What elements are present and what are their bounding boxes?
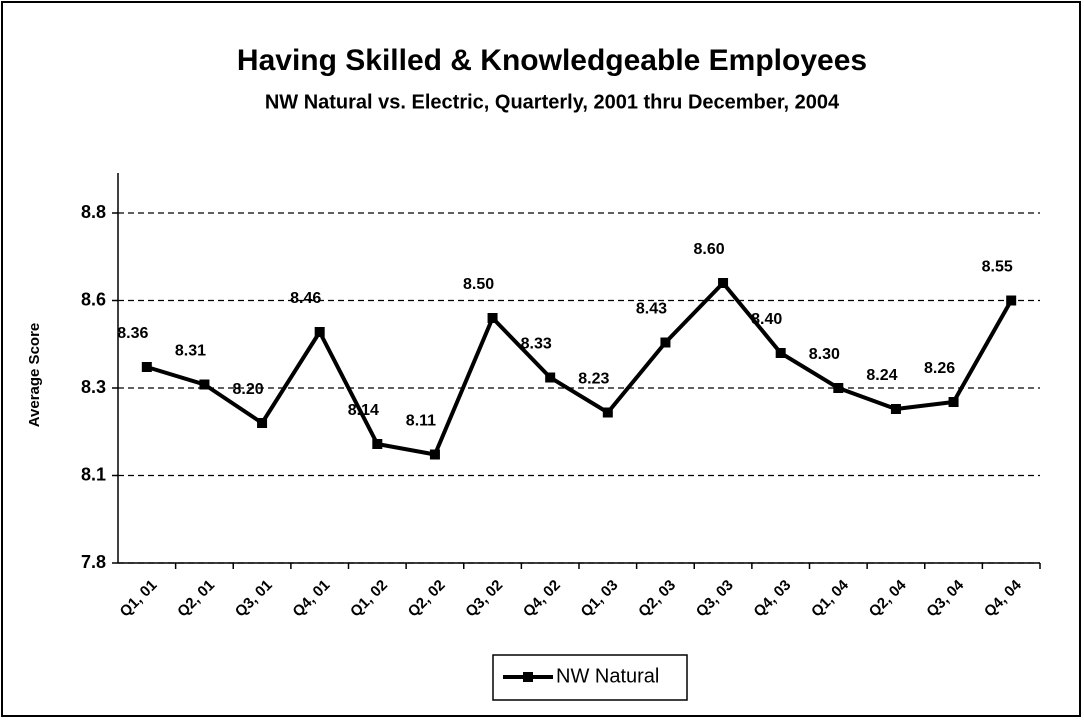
data-point: [890, 404, 901, 414]
y-tick-label: 8.8: [81, 202, 106, 222]
data-point: [199, 379, 210, 390]
data-label: 8.33: [521, 336, 552, 353]
legend-label: NW Natural: [556, 665, 659, 687]
data-label: 8.23: [578, 371, 609, 388]
data-label: 8.40: [751, 311, 782, 328]
y-tick-label: 8.1: [81, 464, 106, 484]
data-label: 8.60: [693, 241, 724, 258]
data-point: [141, 362, 152, 372]
data-label: 8.46: [290, 290, 321, 307]
data-point: [314, 327, 325, 337]
data-point: [602, 407, 613, 418]
data-point: [257, 418, 268, 428]
data-label: 8.55: [982, 259, 1013, 276]
data-point: [948, 397, 959, 407]
y-axis-title: Average Score: [26, 323, 43, 428]
y-tick-label: 8.6: [81, 289, 106, 309]
data-point: [372, 439, 383, 449]
data-point: [775, 348, 786, 358]
data-label: 8.50: [463, 276, 494, 293]
data-point: [1006, 295, 1017, 306]
data-point: [718, 278, 729, 288]
legend-marker: [523, 672, 533, 682]
data-label: 8.31: [175, 343, 206, 360]
chart-title: Having Skilled & Knowledgeable Employees: [237, 44, 867, 77]
data-label: 8.43: [636, 301, 667, 318]
chart-subtitle: NW Natural vs. Electric, Quarterly, 2001…: [265, 91, 840, 113]
data-label: 8.20: [232, 381, 263, 398]
data-point: [545, 372, 556, 383]
data-label: 8.24: [866, 367, 897, 384]
data-label: 8.11: [406, 413, 436, 430]
y-tick-label: 7.8: [81, 552, 106, 572]
data-point: [660, 337, 671, 348]
legend-box: [492, 654, 688, 701]
series-line: [146, 281, 1013, 457]
data-point: [833, 383, 844, 393]
data-label: 8.14: [348, 402, 379, 419]
data-point: [429, 449, 440, 460]
data-point: [487, 313, 498, 323]
data-label: 8.26: [924, 360, 955, 377]
data-label: 8.36: [117, 325, 148, 342]
y-tick-label: 8.3: [81, 377, 106, 397]
data-label: 8.30: [809, 346, 840, 363]
